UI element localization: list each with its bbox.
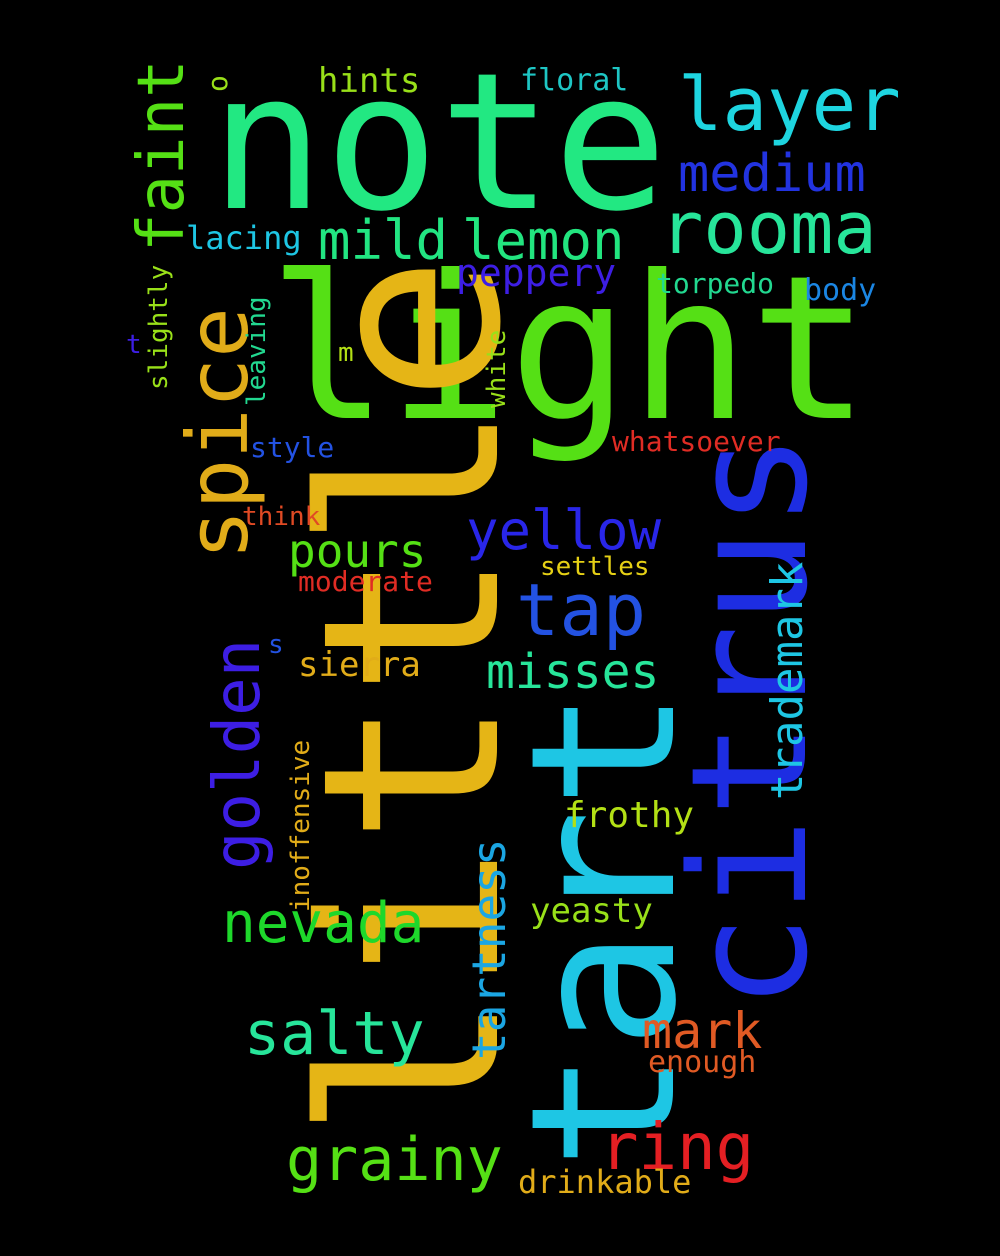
word-white: white (482, 329, 512, 408)
word-enough: enough (648, 1045, 757, 1080)
word-faint: faint (125, 59, 199, 252)
word-m: m (338, 338, 354, 368)
word-leaving: leaving (242, 296, 272, 406)
word-medium: medium (678, 144, 866, 204)
word-lacing: lacing (186, 219, 302, 257)
word-yellow: yellow (466, 499, 662, 562)
word-tartness: tartness (462, 838, 516, 1060)
word-inoffensive: inoffensive (286, 739, 316, 912)
word-settles: settles (540, 552, 650, 582)
word-hints: hints (318, 61, 421, 101)
word-misses: misses (486, 644, 660, 700)
word-pours: pours (288, 524, 427, 578)
word-lemon: lemon (462, 209, 625, 272)
word-slightly: slightly (144, 264, 174, 390)
word-o: o (201, 75, 234, 92)
word-rooma: rooma (660, 186, 877, 270)
word-drinkable: drinkable (518, 1163, 692, 1201)
word-layer: layer (678, 62, 901, 148)
word-style: style (250, 431, 335, 464)
word-mark: mark (642, 1002, 763, 1060)
word-ring: ring (600, 1111, 755, 1185)
word-grainy: grainy (286, 1125, 503, 1195)
word-peppery: peppery (456, 251, 617, 295)
word-frothy: frothy (564, 795, 695, 836)
word-body: body (804, 273, 877, 308)
word-s: s (268, 630, 284, 660)
word-trademark: trademark (762, 561, 813, 800)
word-moderate: moderate (298, 565, 433, 598)
word-mild: mild (318, 209, 449, 272)
word-whatsoever: whatsoever (612, 425, 781, 458)
word-golden: golden (201, 638, 275, 870)
word-note: note (210, 32, 668, 253)
word-sierra: sierra (298, 645, 421, 685)
word-floral: floral (520, 63, 629, 98)
word-think: think (242, 502, 321, 532)
word-light: light (268, 233, 871, 466)
word-salty: salty (244, 999, 425, 1069)
word-nevada: nevada (222, 891, 425, 956)
word-tap: tap (516, 568, 647, 652)
word-t: t (126, 330, 142, 360)
word-yeasty: yeasty (530, 891, 653, 931)
word-torpedo: torpedo (656, 267, 775, 300)
